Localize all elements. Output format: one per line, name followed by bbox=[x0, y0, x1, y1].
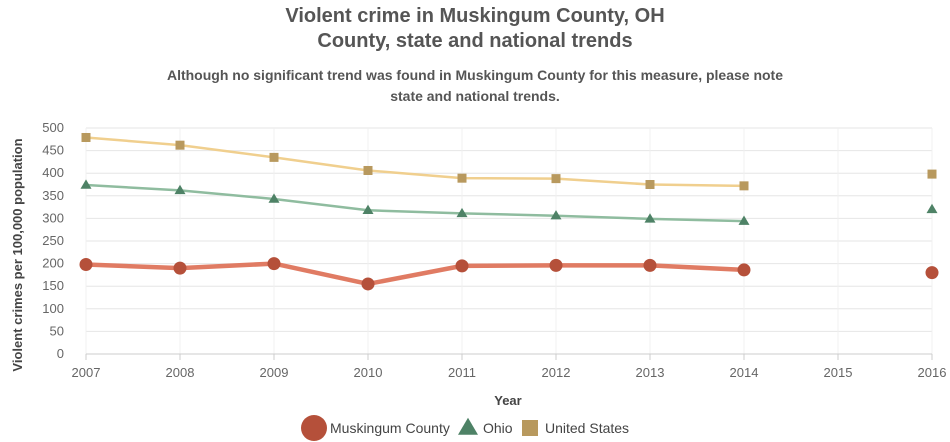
data-point bbox=[363, 165, 373, 175]
y-axis-title: Violent crimes per 100,000 population bbox=[10, 138, 25, 371]
grid-lines bbox=[85, 127, 933, 354]
data-point bbox=[269, 152, 279, 162]
y-tick-label: 200 bbox=[42, 256, 64, 271]
data-point bbox=[81, 132, 91, 142]
data-point bbox=[927, 169, 937, 179]
chart-title-line2: County, state and national trends bbox=[317, 30, 633, 52]
data-point bbox=[738, 215, 750, 225]
data-point bbox=[549, 258, 563, 272]
y-tick-label: 250 bbox=[42, 233, 64, 248]
x-tick-label: 2015 bbox=[824, 365, 853, 380]
x-axis-ticks: 2007 2008 2009 2010 2011 2012 2013 2014 2015 2016 bbox=[72, 354, 947, 380]
series-line bbox=[84, 136, 746, 188]
x-tick-label: 2009 bbox=[260, 365, 289, 380]
x-tick-label: 2013 bbox=[636, 365, 665, 380]
data-point bbox=[457, 173, 467, 183]
x-axis-title: Year bbox=[494, 393, 521, 408]
y-tick-label: 0 bbox=[57, 346, 64, 361]
data-point bbox=[455, 259, 469, 273]
data-point bbox=[643, 258, 657, 272]
series-muskingum-county bbox=[79, 257, 939, 291]
data-point bbox=[361, 277, 375, 291]
data-point bbox=[268, 193, 280, 203]
data-point bbox=[267, 257, 281, 271]
data-point bbox=[80, 179, 92, 189]
series-line bbox=[83, 261, 747, 287]
data-point bbox=[739, 181, 749, 191]
chart-subtitle-line2: state and national trends. bbox=[390, 88, 560, 104]
data-point bbox=[645, 180, 655, 189]
y-tick-label: 500 bbox=[42, 120, 64, 135]
y-tick-label: 450 bbox=[42, 143, 64, 158]
data-point bbox=[551, 174, 561, 184]
x-tick-label: 2012 bbox=[542, 365, 571, 380]
x-tick-label: 2008 bbox=[166, 365, 195, 380]
series-united-states bbox=[81, 132, 937, 191]
legend-item: Muskingum County bbox=[301, 415, 450, 441]
data-point bbox=[456, 207, 468, 218]
legend-item: Ohio bbox=[458, 417, 513, 436]
data-point bbox=[926, 203, 938, 214]
legend-marker-triangle bbox=[458, 417, 478, 435]
legend-label: Ohio bbox=[483, 420, 513, 436]
x-tick-label: 2011 bbox=[448, 365, 476, 380]
chart-subtitle-line1: Although no significant trend was found … bbox=[166, 67, 784, 83]
y-axis-ticks: 0 50 100 150 200 250 300 350 400 450 500 bbox=[42, 120, 64, 361]
legend-label: United States bbox=[545, 420, 629, 436]
y-tick-label: 300 bbox=[42, 210, 64, 225]
y-tick-label: 100 bbox=[42, 301, 64, 316]
legend: Muskingum County Ohio United States bbox=[301, 415, 629, 441]
legend-label: Muskingum County bbox=[330, 420, 450, 436]
x-tick-label: 2016 bbox=[918, 365, 947, 380]
data-point bbox=[362, 204, 374, 215]
data-point bbox=[175, 140, 185, 150]
data-point bbox=[644, 213, 656, 223]
y-tick-label: 400 bbox=[42, 165, 64, 180]
legend-marker-circle bbox=[301, 415, 327, 441]
legend-marker-square bbox=[522, 420, 538, 436]
y-tick-label: 150 bbox=[42, 278, 64, 293]
y-tick-label: 50 bbox=[50, 323, 64, 338]
series-group bbox=[79, 132, 939, 291]
series-ohio bbox=[80, 179, 938, 225]
y-tick-label: 350 bbox=[42, 188, 64, 203]
data-point bbox=[173, 261, 187, 275]
x-tick-label: 2014 bbox=[730, 365, 759, 380]
legend-item: United States bbox=[522, 420, 629, 436]
data-point bbox=[79, 258, 93, 272]
x-tick-label: 2007 bbox=[72, 365, 101, 380]
data-point bbox=[550, 210, 562, 220]
series-line bbox=[84, 183, 746, 223]
data-point bbox=[925, 266, 939, 280]
chart-title: Violent crime in Muskingum County, OH bbox=[285, 5, 665, 27]
x-tick-label: 2010 bbox=[354, 365, 383, 380]
data-point bbox=[174, 184, 186, 195]
data-point bbox=[737, 263, 751, 277]
